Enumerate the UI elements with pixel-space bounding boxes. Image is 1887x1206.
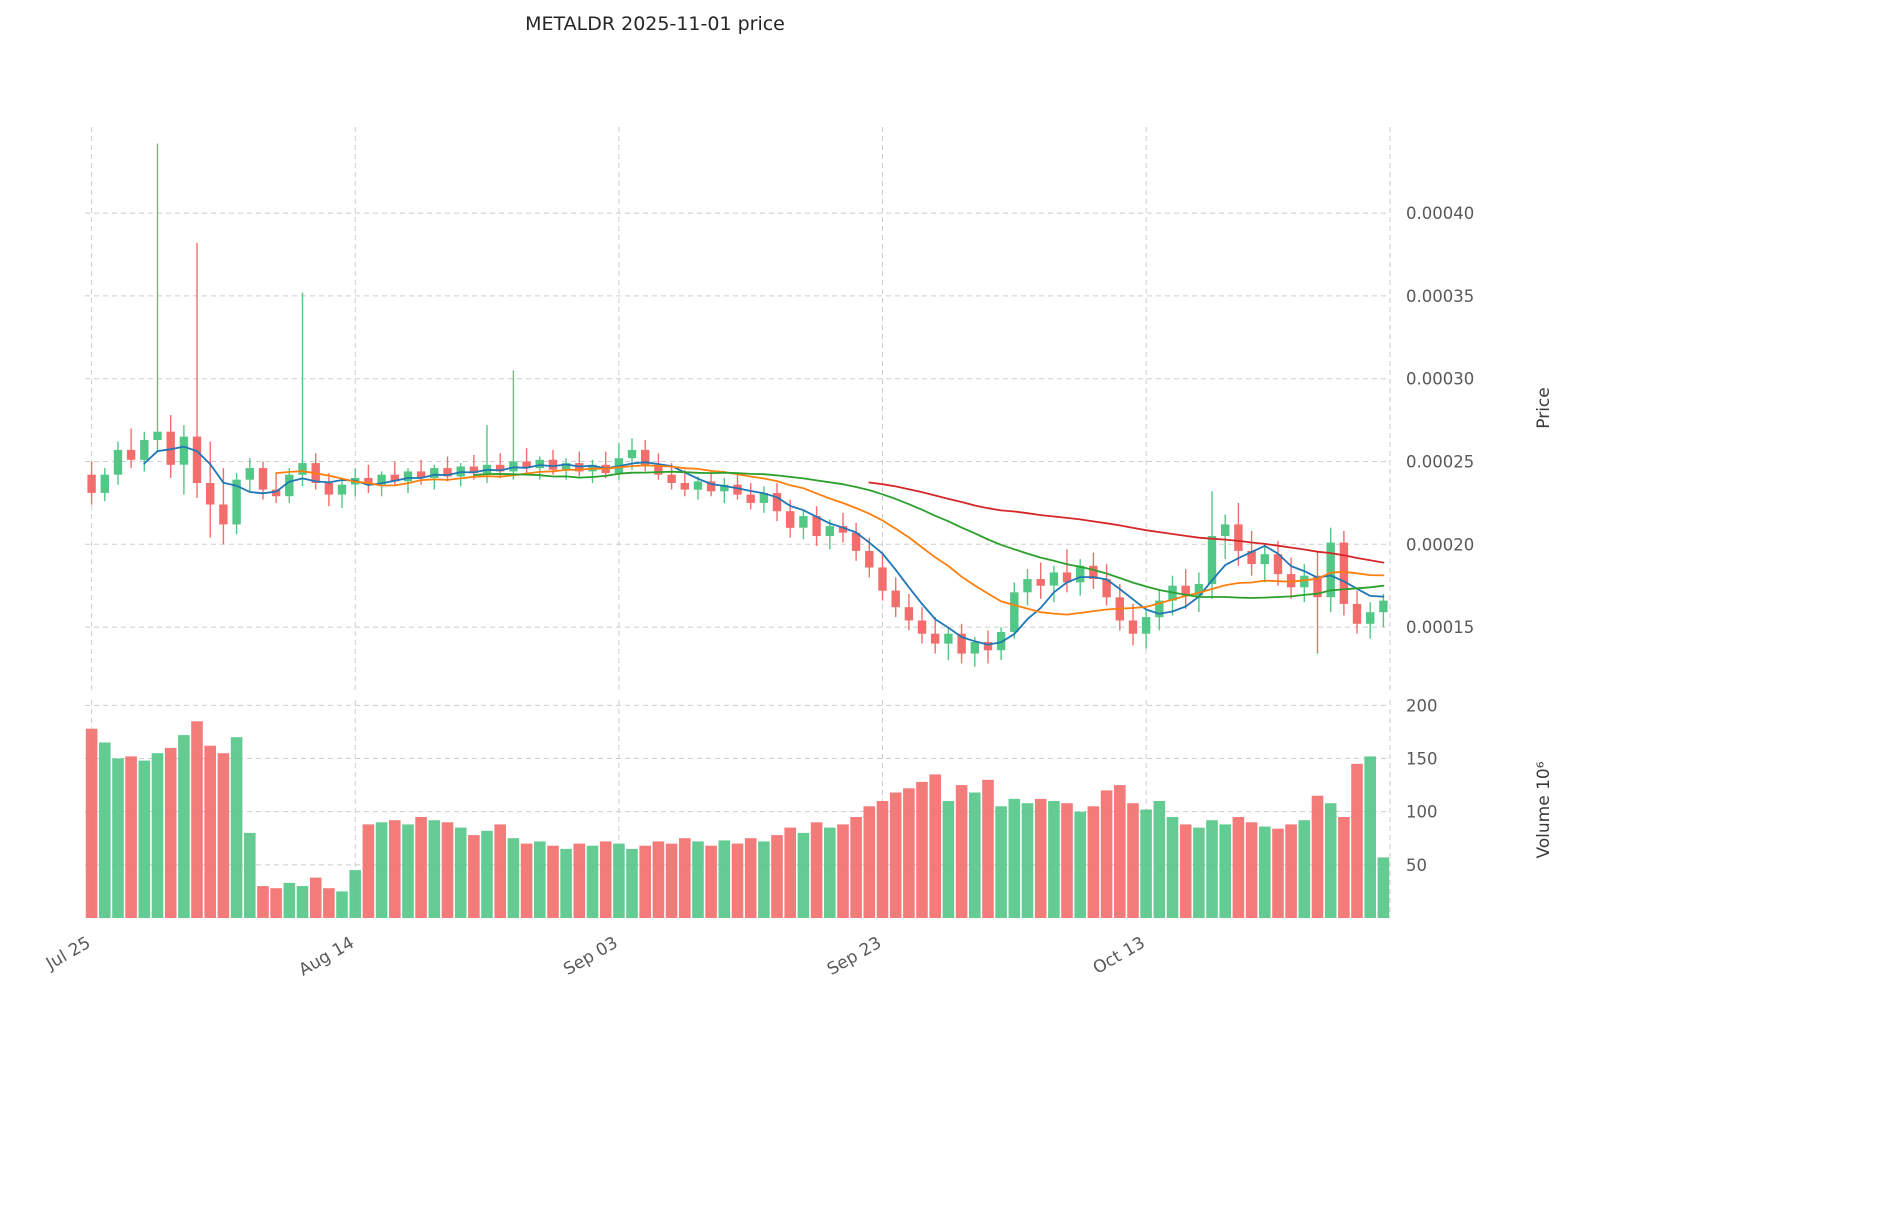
price-tick-label: 0.00040 [1406, 204, 1474, 223]
ma-lines [143, 445, 1385, 646]
ma-longest-line [868, 481, 1385, 564]
volume-tick-label: 100 [1406, 803, 1438, 822]
price-tick-label: 0.00030 [1406, 370, 1474, 389]
chart-title: METALDR 2025-11-01 price [525, 13, 785, 35]
volume-tick-label: 50 [1406, 856, 1427, 875]
ma-medium-line [275, 464, 1385, 616]
candles-layer [87, 143, 1388, 667]
price-axis-label: Price [1534, 387, 1554, 428]
volume-axis-label: Volume 10⁶ [1534, 761, 1554, 858]
price-tick-label: 0.00025 [1406, 453, 1474, 472]
price-tick-label: 0.00035 [1406, 287, 1474, 306]
volume-tick-label: 150 [1406, 750, 1438, 769]
ma-long-line [472, 470, 1385, 599]
price-tick-label: 0.00015 [1406, 618, 1474, 637]
volume-bars [85, 721, 1390, 918]
price-tick-label: 0.00020 [1406, 535, 1474, 554]
volume-tick-label: 200 [1406, 696, 1438, 715]
